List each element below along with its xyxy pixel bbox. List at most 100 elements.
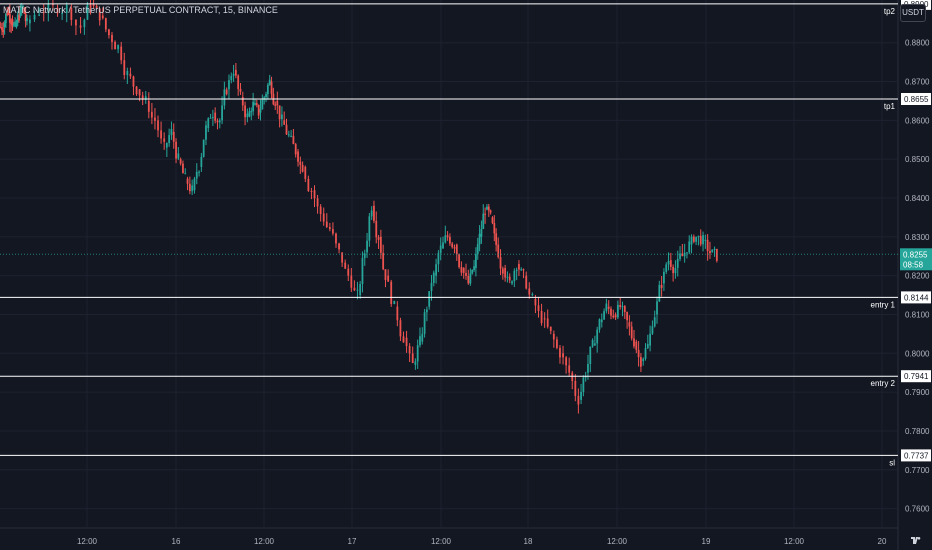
level-name-entry-1: entry 1 bbox=[871, 300, 896, 309]
candle-body bbox=[101, 15, 104, 19]
candle-body bbox=[281, 114, 283, 120]
candle-body bbox=[278, 105, 281, 120]
candle-body bbox=[230, 75, 233, 81]
candle-body bbox=[10, 22, 13, 24]
candle-body bbox=[8, 13, 11, 23]
time-axis[interactable]: 12:00 16 12:00 17 12:00 18 12:00 19 12:00 20 bbox=[77, 537, 887, 546]
candle-body bbox=[193, 178, 196, 191]
candle-body bbox=[19, 8, 22, 16]
candle-body bbox=[16, 14, 19, 23]
candle-body bbox=[228, 80, 230, 90]
candle-body bbox=[373, 205, 375, 221]
candle-body bbox=[543, 318, 546, 320]
candle-body bbox=[390, 281, 393, 304]
candle-body bbox=[679, 253, 681, 259]
candle-body bbox=[540, 310, 543, 324]
candle-body bbox=[577, 396, 580, 405]
candle-body bbox=[706, 239, 709, 252]
candle-body bbox=[552, 333, 555, 340]
candle-body bbox=[478, 233, 481, 245]
currency-button[interactable]: USDT bbox=[900, 4, 926, 22]
candle-body bbox=[290, 135, 293, 137]
candle-body bbox=[179, 159, 182, 164]
candle-body bbox=[184, 173, 187, 175]
candle-body bbox=[111, 34, 113, 42]
candle-body bbox=[382, 252, 385, 270]
candle-body bbox=[313, 190, 316, 199]
candle-body bbox=[713, 248, 716, 250]
candle-body bbox=[628, 322, 631, 327]
price-axis[interactable]: 0.8800 0.8700 0.8600 0.8500 0.8400 0.8300 0.82… bbox=[900, 0, 932, 514]
candle-body bbox=[486, 206, 488, 210]
candle-body bbox=[29, 19, 31, 24]
candle-body bbox=[216, 120, 219, 123]
candle-body bbox=[239, 88, 242, 92]
candle-body bbox=[582, 377, 585, 392]
candle-body bbox=[446, 235, 449, 238]
time-tick-label: 19 bbox=[702, 537, 711, 546]
candle-body bbox=[702, 235, 704, 245]
candle-body bbox=[301, 164, 304, 172]
candle-body bbox=[451, 243, 454, 248]
candle-body bbox=[361, 258, 364, 284]
time-tick-label: 12:00 bbox=[784, 537, 805, 546]
candle-body bbox=[47, 4, 50, 14]
candle-body bbox=[462, 267, 465, 273]
candle-body bbox=[370, 210, 373, 217]
candle-body bbox=[2, 30, 5, 33]
candle-body bbox=[607, 306, 610, 309]
candle-body bbox=[600, 319, 603, 323]
candle-body bbox=[596, 329, 599, 344]
candle-body bbox=[580, 391, 582, 400]
candle-body bbox=[79, 25, 82, 28]
candle-body bbox=[157, 120, 159, 131]
price-tick-label: 0.8600 bbox=[905, 116, 930, 125]
level-price-badge-entry-2 bbox=[901, 370, 931, 383]
candle-body bbox=[42, 11, 45, 14]
candle-body bbox=[7, 11, 10, 14]
candle-body bbox=[299, 161, 302, 165]
candle-body bbox=[686, 252, 688, 254]
candle-body bbox=[297, 151, 299, 162]
candle-body bbox=[356, 289, 359, 291]
candle-body bbox=[669, 260, 672, 267]
candle-body bbox=[310, 190, 313, 192]
candle-body bbox=[614, 314, 617, 318]
candle-body bbox=[209, 117, 212, 119]
candle-body bbox=[316, 198, 319, 207]
candle-body bbox=[120, 46, 123, 61]
candle-body bbox=[294, 144, 297, 155]
level-price-label-tp1: 0.8655 bbox=[904, 95, 929, 104]
candle-body bbox=[89, 4, 92, 8]
candle-body bbox=[525, 275, 528, 289]
candle-body bbox=[266, 84, 269, 95]
candle-body bbox=[350, 275, 353, 288]
candle-body bbox=[619, 304, 622, 307]
candle-body bbox=[665, 264, 668, 272]
candle-body bbox=[165, 143, 168, 148]
candle-body bbox=[432, 272, 435, 283]
tradingview-logo-icon[interactable] bbox=[910, 534, 922, 546]
candle-body bbox=[175, 141, 177, 159]
candle-body bbox=[22, 5, 24, 7]
candle-body bbox=[322, 213, 325, 222]
candle-body bbox=[287, 134, 290, 136]
candle-body bbox=[65, 5, 68, 13]
candle-body bbox=[83, 19, 86, 28]
candle-body bbox=[591, 340, 594, 347]
time-tick-label: 12:00 bbox=[431, 537, 452, 546]
candle-body bbox=[513, 270, 516, 282]
candle-body bbox=[75, 19, 77, 26]
candle-body bbox=[537, 305, 540, 311]
candle-body bbox=[709, 251, 711, 254]
candle-body bbox=[612, 315, 615, 318]
candles-layer bbox=[0, 0, 718, 414]
candle-body bbox=[419, 336, 421, 346]
candle-body bbox=[556, 339, 558, 348]
candle-body bbox=[511, 281, 513, 284]
candle-body bbox=[393, 300, 396, 304]
candle-body bbox=[52, 4, 54, 6]
candle-body bbox=[621, 306, 624, 308]
candle-body bbox=[690, 236, 693, 245]
